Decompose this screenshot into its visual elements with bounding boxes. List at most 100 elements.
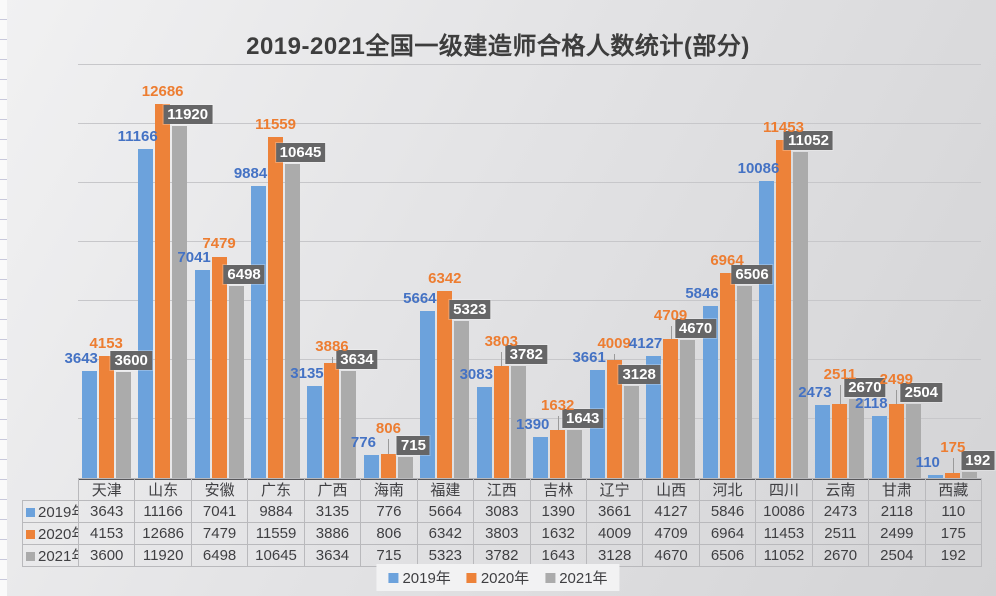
data-label-2021年: 11052 <box>784 131 833 150</box>
data-label-2021年: 6498 <box>223 265 265 285</box>
legend-swatch-icon <box>466 572 477 583</box>
table-value-cell: 5323 <box>416 544 475 567</box>
table-value-cell: 3661 <box>585 500 644 523</box>
data-label-2019年: 4127 <box>628 335 663 353</box>
data-label-2019年: 11166 <box>117 127 158 145</box>
table-category-header: 山西 <box>642 478 700 501</box>
leader-line <box>839 385 841 404</box>
series-swatch-icon <box>26 529 35 539</box>
series-swatch-icon <box>26 507 35 517</box>
table-value-cell: 4153 <box>77 522 136 545</box>
bar-2019年 <box>758 180 774 478</box>
data-label-2020年: 175 <box>940 439 966 457</box>
data-label-2019年: 7041 <box>177 249 211 267</box>
bar-2021年 <box>285 164 301 478</box>
data-label-2021年: 3128 <box>618 364 660 384</box>
data-label-2021年: 11920 <box>163 105 213 125</box>
bar-2020年 <box>155 103 171 478</box>
table-corner-cell <box>23 479 79 501</box>
data-label-2019年: 2473 <box>798 384 832 401</box>
gridline <box>78 64 981 65</box>
data-label-2021年: 5323 <box>449 300 491 319</box>
table-category-header: 辽宁 <box>585 478 644 501</box>
data-label-2021年: 4670 <box>674 319 717 339</box>
data-label-2020年: 3803 <box>484 333 518 351</box>
table-category-header: 江西 <box>473 478 531 501</box>
table-value-cell: 806 <box>360 522 418 545</box>
table-value-cell: 10086 <box>755 500 813 523</box>
leader-line <box>331 356 333 364</box>
data-label-2020年: 11453 <box>763 119 804 136</box>
category-group: 2473 2511 2670 <box>798 65 886 478</box>
leader-line <box>896 390 898 405</box>
data-label-2021年: 2670 <box>844 378 886 398</box>
bar-2019年 <box>363 455 379 478</box>
table-category-header: 福建 <box>416 478 475 501</box>
data-table: 天津山东安徽广东广西海南福建江西吉林辽宁山西河北四川云南甘肃西藏2019年364… <box>22 478 983 567</box>
leader-line <box>670 326 672 340</box>
bar-2021年 <box>849 399 865 478</box>
data-label-2020年: 11559 <box>255 116 296 133</box>
data-label-2019年: 10086 <box>737 159 780 177</box>
table-value-cell: 3886 <box>303 522 362 545</box>
bar-2020年 <box>945 472 961 478</box>
table-value-cell: 1643 <box>529 544 587 567</box>
data-label-2020年: 6964 <box>710 251 744 269</box>
table-category-header: 甘肃 <box>868 478 926 501</box>
table-value-cell: 2118 <box>868 500 926 523</box>
bar-2019年 <box>81 370 97 478</box>
data-label-2020年: 2511 <box>823 366 857 384</box>
bar-2021年 <box>680 340 696 478</box>
data-label-2020年: 4009 <box>597 335 631 352</box>
table-category-header: 广东 <box>247 478 305 501</box>
data-label-2019年: 3083 <box>459 366 493 384</box>
table-value-cell: 4670 <box>642 544 700 567</box>
data-label-2021年: 10645 <box>275 143 326 162</box>
data-label-2021年: 192 <box>961 451 995 471</box>
table-category-header: 广西 <box>303 478 362 501</box>
bar-2021年 <box>115 371 131 478</box>
bar-2020年 <box>775 140 791 478</box>
bar-2021年 <box>567 429 583 478</box>
data-label-2020年: 806 <box>375 420 401 438</box>
bar-2021年 <box>172 126 188 478</box>
data-label-2021年: 2504 <box>900 383 943 403</box>
legend-label: 2020年 <box>480 570 530 587</box>
category-group: 7041 7479 6498 <box>177 65 265 478</box>
table-value-cell: 7041 <box>190 500 249 523</box>
table-value-cell: 3083 <box>473 500 531 523</box>
table-value-cell: 3803 <box>473 522 531 545</box>
table-value-cell: 2670 <box>811 544 870 567</box>
gridline <box>78 182 981 183</box>
table-row: 2019年36431116670419884313577656643083139… <box>22 500 983 523</box>
data-label-2019年: 3643 <box>64 349 98 367</box>
bar-2020年 <box>663 339 679 478</box>
table-value-cell: 2499 <box>868 522 926 545</box>
bar-2021年 <box>454 321 470 478</box>
legend-swatch-icon <box>388 572 399 583</box>
bar-2021年 <box>623 385 639 478</box>
bar-2021年 <box>736 286 752 478</box>
leader-line <box>952 458 954 473</box>
gridline <box>78 241 981 242</box>
data-label-2019年: 5846 <box>685 284 719 302</box>
legend: 2019年 2020年 2021年 <box>376 564 620 591</box>
table-category-header: 河北 <box>698 478 757 501</box>
chart-title: 2019-2021全国一级建造师合格人数统计(部分) <box>246 33 750 60</box>
gridline <box>78 300 981 301</box>
table-header-row: 天津 山东 安徽 广东 广西 海南 福建 江西 吉林 辽宁 山西 河北 四川 云南 甘肃 西藏 <box>23 478 983 501</box>
leader-line <box>557 415 559 430</box>
category-group: 5664 6342 5323 <box>403 65 491 478</box>
bar-2019年 <box>251 186 267 478</box>
spreadsheet-edge-strip <box>0 0 7 596</box>
category-group: 2118 2499 2504 <box>855 65 943 478</box>
table-value-cell: 11559 <box>247 522 305 545</box>
category-group: 4127 4709 4670 <box>629 65 717 478</box>
table-category-header: 海南 <box>360 478 418 501</box>
plot-area: 3643 4153 3600 11166 12686 11920 7041 7479 6498 9… <box>65 64 995 480</box>
data-label-2020年: 3886 <box>315 337 349 355</box>
table-value-cell: 2511 <box>811 522 870 545</box>
legend-swatch-icon <box>545 572 556 583</box>
data-label-2020年: 6342 <box>428 269 462 287</box>
table-value-cell: 3128 <box>585 544 644 567</box>
